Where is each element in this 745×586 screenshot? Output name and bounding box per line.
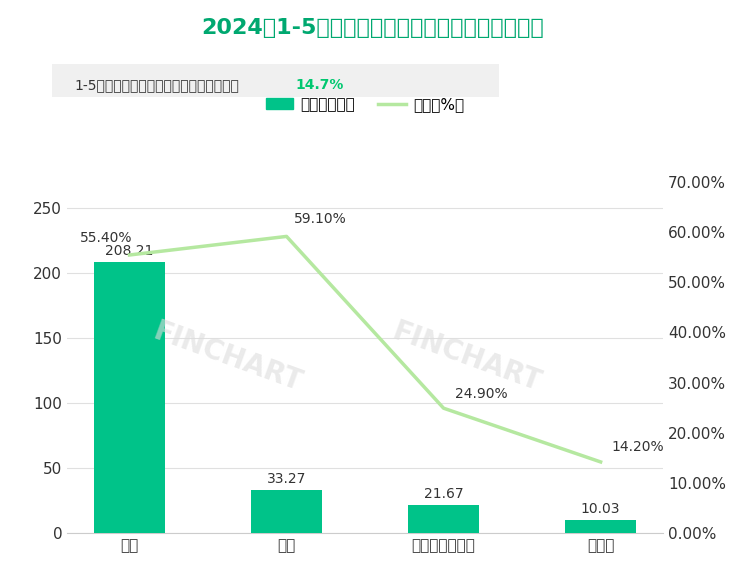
Text: 24.90%: 24.90% [454,387,507,401]
Text: 208.21: 208.21 [105,244,153,258]
Bar [408,505,479,533]
Text: FINCHART: FINCHART [150,318,306,397]
Text: 1-5月，全市规模以上工业增加值同比增长: 1-5月，全市规模以上工业增加值同比增长 [74,78,239,92]
Text: 21.67: 21.67 [424,487,463,501]
Text: 10.03: 10.03 [581,502,621,516]
Text: 59.10%: 59.10% [294,212,347,226]
Text: 2024年1-5月武威市主要工业产品产量及增长情况: 2024年1-5月武威市主要工业产品产量及增长情况 [201,18,544,38]
Text: 33.27: 33.27 [267,472,306,486]
Bar [94,262,165,533]
Text: 55.40%: 55.40% [80,231,132,245]
Text: FINCHART: FINCHART [388,318,545,397]
Legend: 产量（万吨）, 增长（%）: 产量（万吨）, 增长（%） [259,91,471,118]
Text: 14.20%: 14.20% [612,441,665,454]
Bar [251,490,322,533]
Text: 14.7%: 14.7% [295,78,343,92]
Bar [565,520,636,533]
